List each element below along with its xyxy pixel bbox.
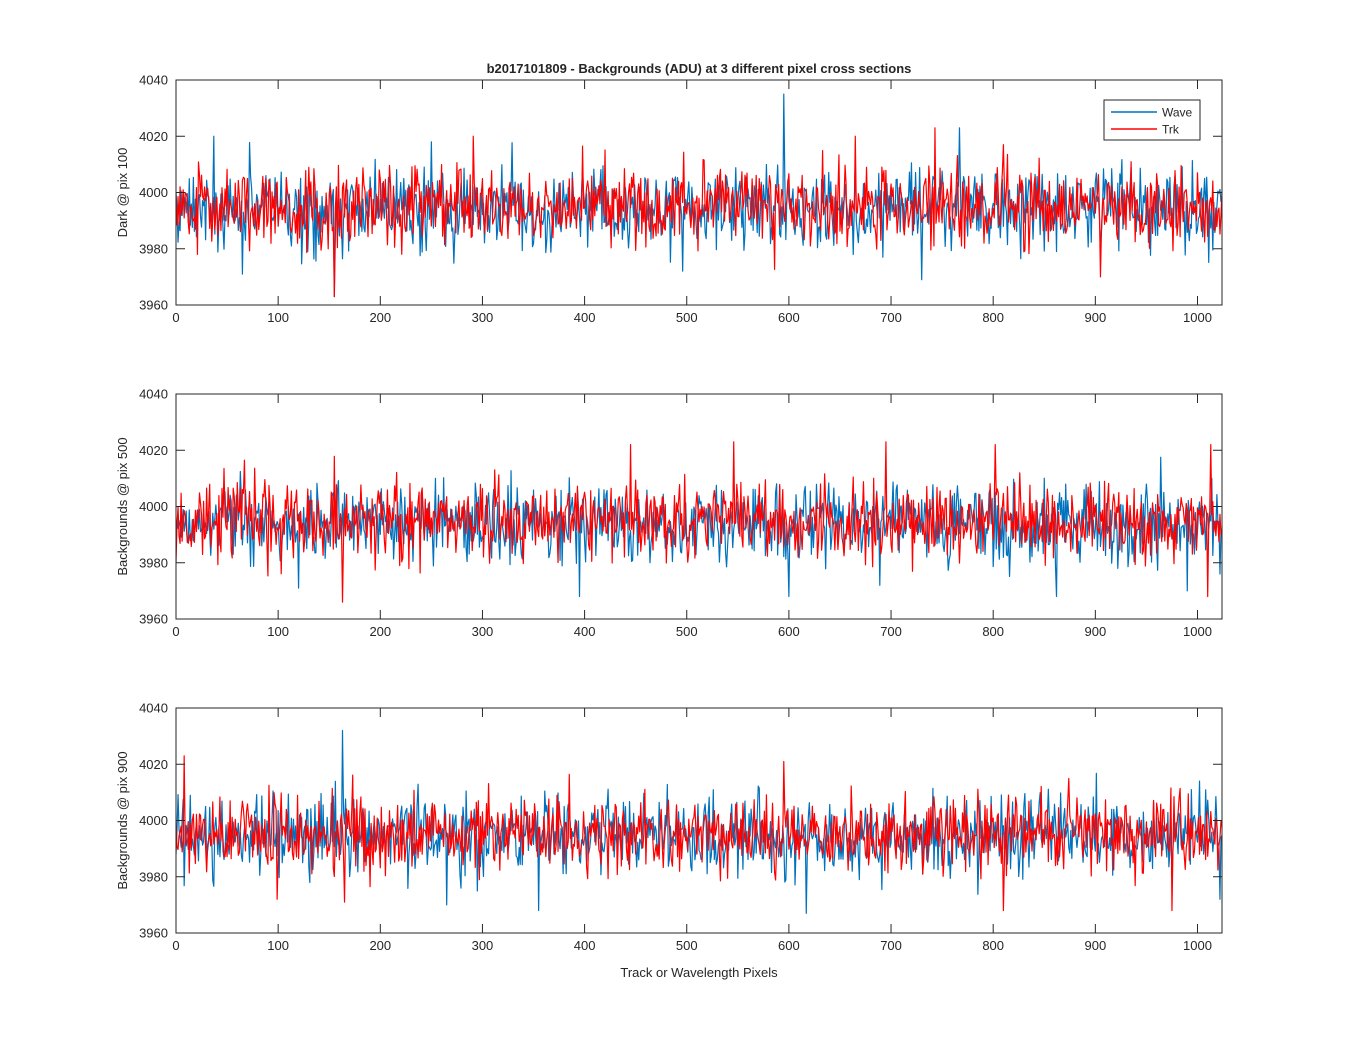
y-tick-label: 3980 [139, 869, 168, 884]
series-line-trk-2 [176, 441, 1222, 603]
x-tick-label: 0 [172, 310, 179, 325]
x-axis-label: Track or Wavelength Pixels [620, 965, 778, 980]
subplot-3-series [176, 729, 1222, 914]
x-tick-label: 0 [172, 938, 179, 953]
y-tick-label: 4020 [139, 757, 168, 772]
x-tick-label: 500 [676, 310, 698, 325]
legend-label-wave: Wave [1162, 106, 1193, 120]
x-tick-label: 700 [880, 624, 902, 639]
x-tick-label: 900 [1084, 310, 1106, 325]
x-tick-label: 600 [778, 938, 800, 953]
subplot-3: 0 100 200 300 400 500 600 700 800 900 1000 3960 3980… [115, 701, 1223, 953]
legend-label-trk: Trk [1162, 123, 1180, 137]
y-axis-label-3: Backgrounds @ pix 900 [115, 751, 130, 889]
axes-container: 0 100 200 300 400 500 600 700 800 900 100039603980… [115, 73, 1223, 953]
legend: Wave Trk [1103, 99, 1201, 141]
x-tick-label: 800 [982, 310, 1004, 325]
x-tick-label: 1000 [1183, 624, 1212, 639]
y-axis-label-1: Dark @ pix 100 [115, 148, 130, 238]
x-tick-label: 100 [267, 938, 289, 953]
x-tick-label: 200 [369, 624, 391, 639]
series-line-wave-3 [176, 729, 1222, 914]
x-tick-label: 900 [1084, 624, 1106, 639]
y-tick-label: 4000 [139, 813, 168, 828]
x-tick-label: 1000 [1183, 310, 1212, 325]
series-line-trk-3 [176, 755, 1222, 912]
x-tick-label: 0 [172, 624, 179, 639]
x-tick-label: 400 [574, 938, 596, 953]
x-tick-label: 100 [267, 624, 289, 639]
x-tick-label: 800 [982, 624, 1004, 639]
x-tick-label: 500 [676, 938, 698, 953]
x-tick-label: 300 [472, 310, 494, 325]
subplot-1: 0 100 200 300 400 500 600 700 800 900 1000 3960 3980… [115, 73, 1223, 325]
x-tick-label: 1000 [1183, 938, 1212, 953]
subplot-2: 0 100 200 300 400 500 600 700 800 900 1000 3960 3980… [115, 387, 1223, 639]
series-line-trk-1 [176, 127, 1222, 298]
legend-box [1103, 99, 1201, 141]
x-tick-label: 500 [676, 624, 698, 639]
y-tick-label: 3960 [139, 926, 168, 941]
y-tick-label: 3980 [139, 555, 168, 570]
x-tick-label: 400 [574, 310, 596, 325]
x-tick-label: 100 [267, 310, 289, 325]
y-tick-label: 3980 [139, 241, 168, 256]
y-tick-label: 3960 [139, 298, 168, 313]
x-tick-label: 900 [1084, 938, 1106, 953]
y-tick-label: 4020 [139, 129, 168, 144]
y-tick-label: 4020 [139, 443, 168, 458]
y-tick-label: 4040 [139, 387, 168, 402]
x-tick-label: 200 [369, 938, 391, 953]
subplot-1-series [176, 93, 1222, 298]
y-tick-label: 4040 [139, 73, 168, 88]
x-tick-label: 600 [778, 310, 800, 325]
x-tick-label: 800 [982, 938, 1004, 953]
x-tick-label: 700 [880, 938, 902, 953]
x-tick-label: 600 [778, 624, 800, 639]
x-tick-label: 300 [472, 624, 494, 639]
x-tick-label: 700 [880, 310, 902, 325]
y-tick-label: 4040 [139, 701, 168, 716]
y-tick-label: 4000 [139, 499, 168, 514]
x-tick-label: 300 [472, 938, 494, 953]
y-tick-label: 4000 [139, 185, 168, 200]
x-tick-label: 400 [574, 624, 596, 639]
y-axis-label-2: Backgrounds @ pix 500 [115, 437, 130, 575]
figure-title: b2017101809 - Backgrounds (ADU) at 3 dif… [487, 61, 912, 76]
subplot-2-series [176, 441, 1222, 603]
x-tick-label: 200 [369, 310, 391, 325]
y-tick-label: 3960 [139, 612, 168, 627]
